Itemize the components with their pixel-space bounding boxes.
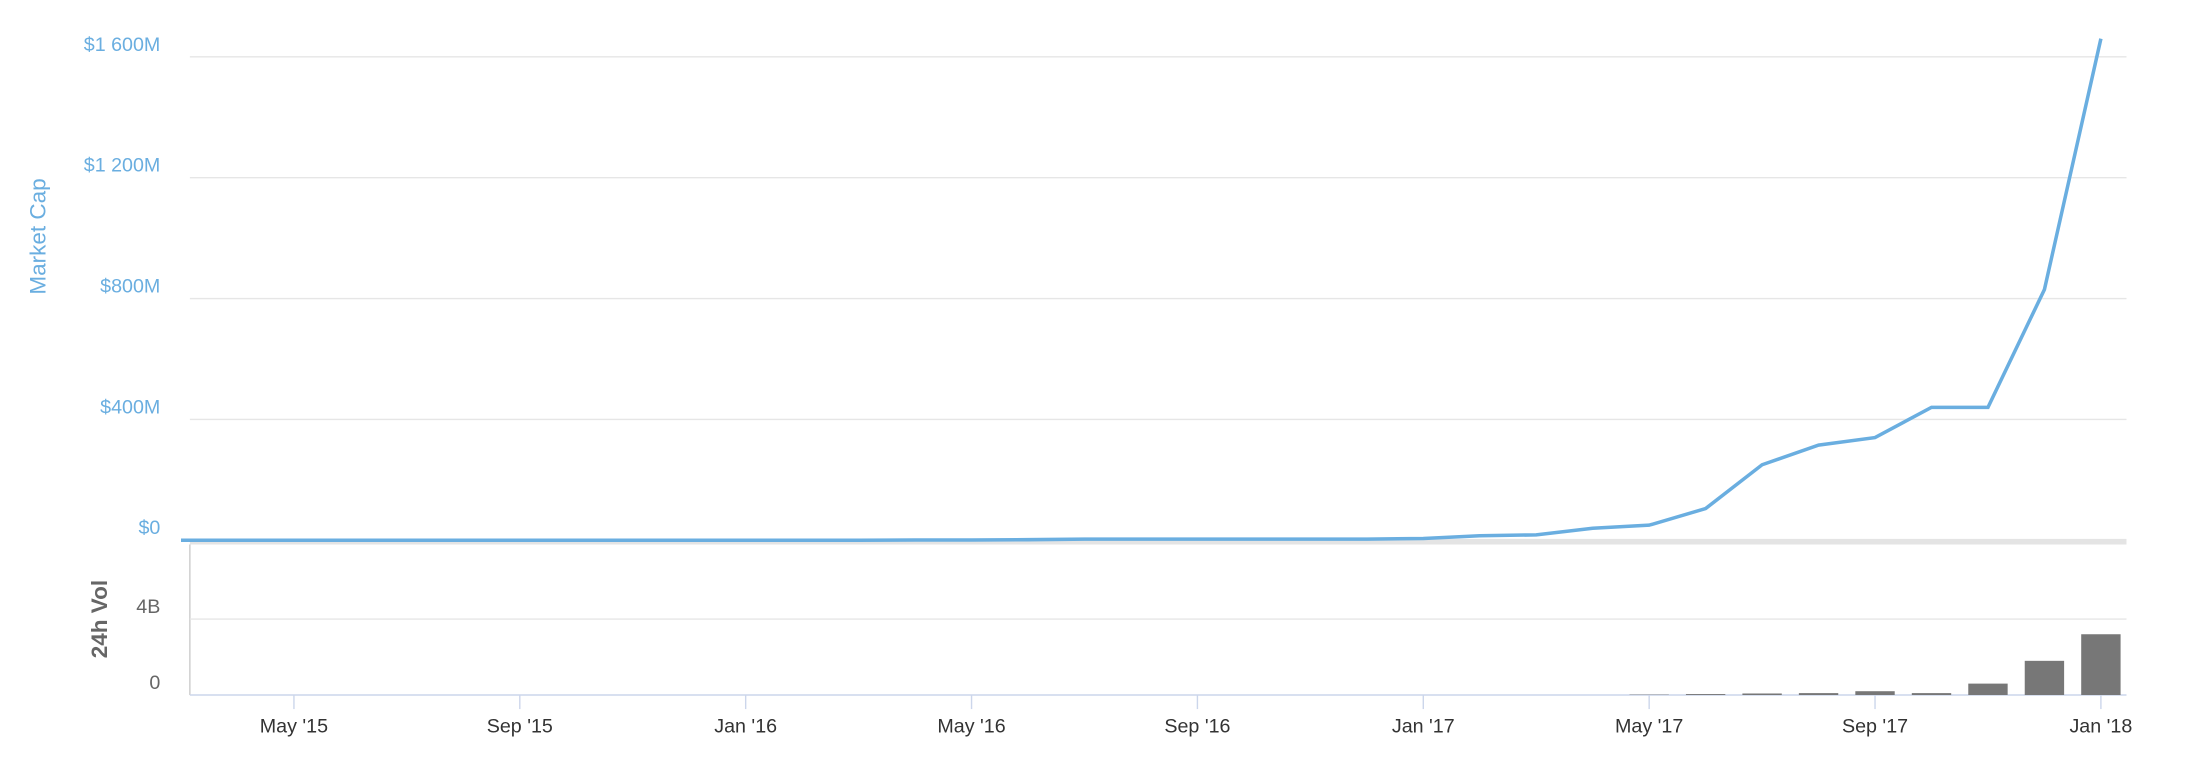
volume-bar (1911, 693, 1952, 696)
x-tick-label: Sep '15 (487, 716, 553, 738)
market-cap-line (181, 38, 2103, 543)
y-tick-label: $400M (100, 396, 160, 418)
volume-bar (2081, 634, 2121, 696)
y-tick-label: $1 200M (84, 155, 161, 177)
x-tick-label: Jan '17 (1392, 716, 1455, 738)
volume-bar (1742, 693, 1782, 696)
x-tick-label: Jan '18 (2069, 716, 2132, 738)
x-tick-label: May '15 (260, 716, 328, 738)
volume-bar (1855, 691, 1895, 696)
y-tick-label: 0 (149, 672, 160, 694)
x-tick-label: Sep '17 (1842, 716, 1908, 738)
x-tick-label: May '16 (937, 716, 1005, 738)
volume-bar (2024, 660, 2065, 696)
y-tick-label: 4B (136, 596, 160, 618)
x-tick-label: May '17 (1615, 716, 1683, 738)
separator (189, 538, 2127, 545)
volume-bar (1798, 693, 1839, 696)
y-tick-label: $1 600M (84, 34, 161, 56)
x-tick-label: Sep '16 (1164, 716, 1230, 738)
y-tick-label: $800M (100, 276, 160, 298)
y-axis-title: Market Cap (25, 178, 50, 294)
x-tick-label: Jan '16 (714, 716, 777, 738)
y-tick-label: $0 (138, 517, 160, 539)
volume-axis-title: 24h Vol (87, 580, 112, 658)
volume-bar (1685, 694, 1726, 696)
volume-bar (1968, 683, 2008, 696)
